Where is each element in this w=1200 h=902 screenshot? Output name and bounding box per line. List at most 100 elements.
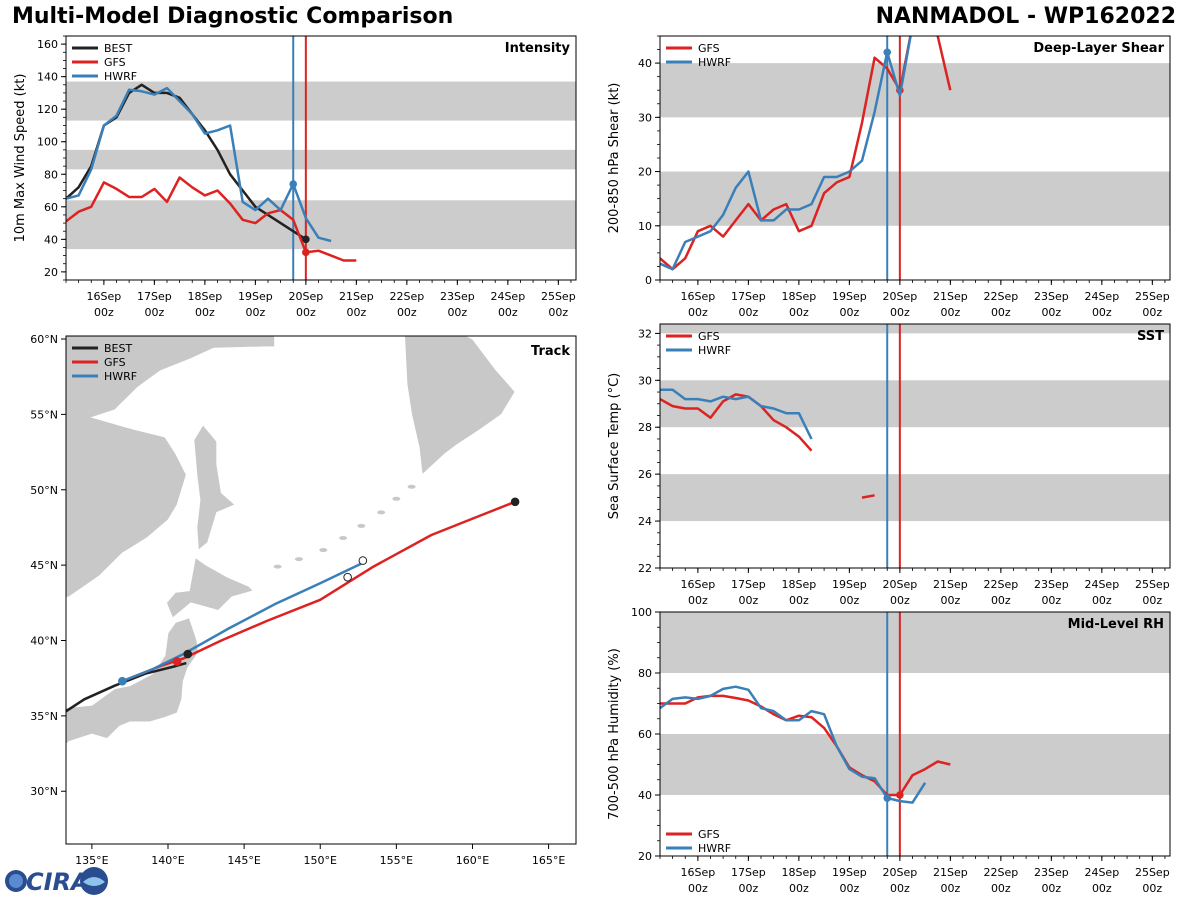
x-tick-label-hour: 00z: [1041, 882, 1061, 895]
x-tick-label-day: 17Sep: [731, 290, 766, 303]
y-tick-label: 26: [638, 468, 652, 481]
legend-label-best: BEST: [104, 342, 132, 355]
lon-tick-label: 140°E: [151, 854, 184, 867]
kuril-island: [357, 523, 366, 528]
x-tick-label-hour: 00z: [890, 306, 910, 319]
lon-tick-label: 155°E: [380, 854, 413, 867]
legend-label-hwrf: HWRF: [104, 370, 137, 383]
band-0: [660, 734, 1170, 795]
y-tick-label: 80: [638, 667, 652, 680]
x-tick-label-day: 16Sep: [87, 290, 122, 303]
panel-sst: 22 24 26 28 30 32 16Sep 00z 17Sep 00z 18Sep 00z 19Se…: [607, 323, 1171, 607]
panel-intensity: 20 40 60 80 100 120 140 160 16Sep 00z 17Sep 00z 18Se…: [13, 35, 577, 319]
x-tick-label-hour: 00z: [144, 306, 164, 319]
y-axis-label: 10m Max Wind Speed (kt): [13, 74, 28, 243]
x-tick-label-hour: 00z: [498, 306, 518, 319]
legend-label-best: BEST: [104, 42, 132, 55]
kuril-island: [407, 484, 416, 489]
x-tick-label-hour: 00z: [1092, 594, 1112, 607]
x-tick-label-day: 18Sep: [781, 290, 816, 303]
lat-tick-label: 50°N: [30, 484, 58, 497]
x-tick-label-day: 22Sep: [983, 578, 1018, 591]
honshu: [66, 617, 199, 746]
x-tick-label-hour: 00z: [789, 882, 809, 895]
x-tick-label-hour: 00z: [738, 882, 758, 895]
map-land: [66, 336, 520, 746]
x-tick-label-hour: 00z: [1041, 306, 1061, 319]
axes-frame: [659, 323, 1171, 569]
kuril-island: [339, 535, 348, 540]
x-tick-label-hour: 00z: [688, 594, 708, 607]
track-point-gfs: [510, 497, 520, 507]
x-tick-label-hour: 00z: [94, 306, 114, 319]
series-line-hwrf: [66, 86, 332, 243]
legend-label-hwrf: HWRF: [698, 56, 731, 69]
mainland-asia: [66, 336, 276, 598]
init-point-gfs: [896, 791, 904, 799]
y-tick-label: 100: [37, 136, 58, 149]
x-tick-label-day: 24Sep: [1084, 578, 1119, 591]
lat-tick-label: 60°N: [30, 333, 58, 346]
lon-tick-label: 160°E: [456, 854, 489, 867]
x-tick-label-hour: 00z: [890, 882, 910, 895]
y-tick-label: 60: [638, 728, 652, 741]
x-tick-label-day: 16Sep: [681, 290, 716, 303]
x-tick-label-day: 23Sep: [1034, 578, 1069, 591]
series-group: [660, 36, 952, 271]
x-tick-label-hour: 00z: [1041, 594, 1061, 607]
track-point-gfs: [172, 657, 182, 666]
x-tick-label-hour: 00z: [296, 306, 316, 319]
series-group: [66, 83, 357, 262]
legend-label-gfs: GFS: [698, 330, 720, 343]
band-1: [660, 612, 1170, 673]
y-tick-label: 30: [638, 111, 652, 124]
x-tick-label-day: 25Sep: [1135, 578, 1170, 591]
track-line-gfs: [121, 500, 516, 683]
x-tick-label-hour: 00z: [548, 306, 568, 319]
x-tick-label-day: 19Sep: [238, 290, 273, 303]
kuril-island: [319, 548, 328, 553]
legend-label-hwrf: HWRF: [104, 70, 137, 83]
series-line-hwrf: [660, 685, 927, 804]
series-line-hwrf: [660, 388, 813, 440]
x-tick-label-hour: 00z: [940, 306, 960, 319]
x-tick-label-day: 24Sep: [490, 290, 525, 303]
x-tick-label-hour: 00z: [890, 594, 910, 607]
x-tick-label-day: 19Sep: [832, 866, 867, 879]
x-tick-label-day: 23Sep: [1034, 866, 1069, 879]
band-1: [66, 149, 576, 170]
series-group: [660, 388, 875, 499]
x-tick-label-day: 21Sep: [339, 290, 374, 303]
panel-title: SST: [1137, 329, 1164, 344]
y-tick-label: 120: [37, 103, 58, 116]
x-tick-label-day: 20Sep: [882, 290, 917, 303]
legend-label-hwrf: HWRF: [698, 344, 731, 357]
kuril-island: [294, 557, 303, 562]
x-tick-label-day: 21Sep: [933, 578, 968, 591]
kuril-island: [273, 564, 282, 569]
y-tick-label: 140: [37, 71, 58, 84]
kamchatka: [404, 336, 516, 476]
band-1: [660, 380, 1170, 428]
x-tick-label-day: 25Sep: [1135, 866, 1170, 879]
x-tick-label-day: 25Sep: [541, 290, 576, 303]
x-tick-label-hour: 00z: [346, 306, 366, 319]
legend-label-gfs: GFS: [104, 356, 126, 369]
x-tick-label-hour: 00z: [688, 306, 708, 319]
x-tick-label-hour: 00z: [1092, 306, 1112, 319]
x-tick-label-hour: 00z: [1092, 882, 1112, 895]
y-tick-label: 160: [37, 38, 58, 51]
series-line-hwrf: [660, 36, 912, 271]
x-tick-label-hour: 00z: [839, 594, 859, 607]
x-tick-label-hour: 00z: [245, 306, 265, 319]
x-tick-label-hour: 00z: [738, 306, 758, 319]
lat-tick-label: 45°N: [30, 559, 58, 572]
y-tick-label: 40: [44, 233, 58, 246]
x-tick-label-hour: 00z: [940, 594, 960, 607]
x-tick-label-hour: 00z: [789, 594, 809, 607]
x-tick-label-day: 20Sep: [882, 866, 917, 879]
x-tick-label-day: 19Sep: [832, 578, 867, 591]
y-tick-label: 32: [638, 327, 652, 340]
kuril-island: [392, 496, 401, 501]
y-tick-label: 20: [638, 850, 652, 863]
